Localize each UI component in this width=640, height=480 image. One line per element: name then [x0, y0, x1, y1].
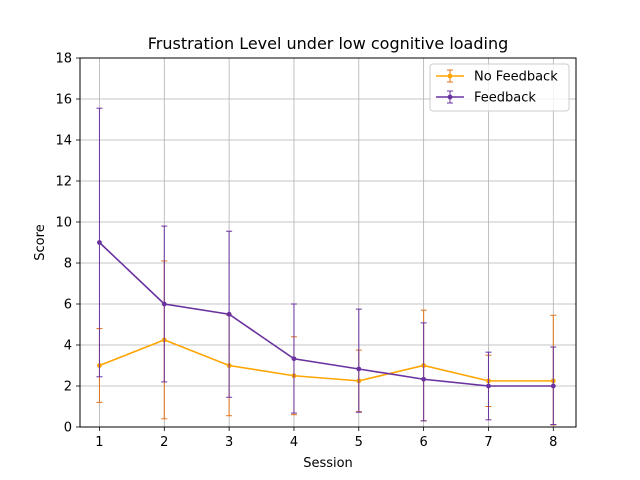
legend-marker	[448, 74, 453, 79]
x-tick-label: 6	[419, 435, 427, 450]
data-point	[551, 384, 556, 389]
legend-label: No Feedback	[474, 70, 558, 85]
chart-title: Frustration Level under low cognitive lo…	[148, 34, 509, 53]
y-tick-label: 6	[64, 298, 72, 313]
y-axis-title: Score	[33, 224, 48, 260]
x-tick-label: 7	[484, 435, 492, 450]
y-tick-label: 8	[64, 257, 72, 272]
data-point	[356, 367, 361, 372]
data-point	[97, 240, 102, 245]
data-point	[162, 302, 167, 307]
x-tick-label: 4	[290, 435, 298, 450]
x-tick-label: 3	[225, 435, 233, 450]
y-tick-label: 12	[55, 175, 72, 190]
legend-marker	[448, 95, 453, 100]
y-tick-label: 18	[55, 52, 72, 67]
x-tick-label: 1	[95, 435, 103, 450]
legend-label: Feedback	[474, 91, 536, 106]
legend: No Feedback Feedback	[430, 64, 569, 111]
y-tick-label: 16	[55, 93, 72, 108]
y-tick-label: 14	[55, 134, 72, 149]
x-axis-title: Session	[303, 456, 353, 471]
y-tick-label: 10	[55, 216, 72, 231]
data-point	[227, 312, 232, 317]
x-tick-label: 8	[549, 435, 557, 450]
x-tick-label: 2	[160, 435, 168, 450]
y-tick-label: 4	[64, 339, 72, 354]
y-tick-label: 0	[64, 421, 72, 436]
y-tick-label: 2	[64, 380, 72, 395]
data-point	[421, 377, 426, 382]
x-tick-label: 5	[355, 435, 363, 450]
data-point	[486, 384, 491, 389]
data-point	[292, 356, 297, 361]
